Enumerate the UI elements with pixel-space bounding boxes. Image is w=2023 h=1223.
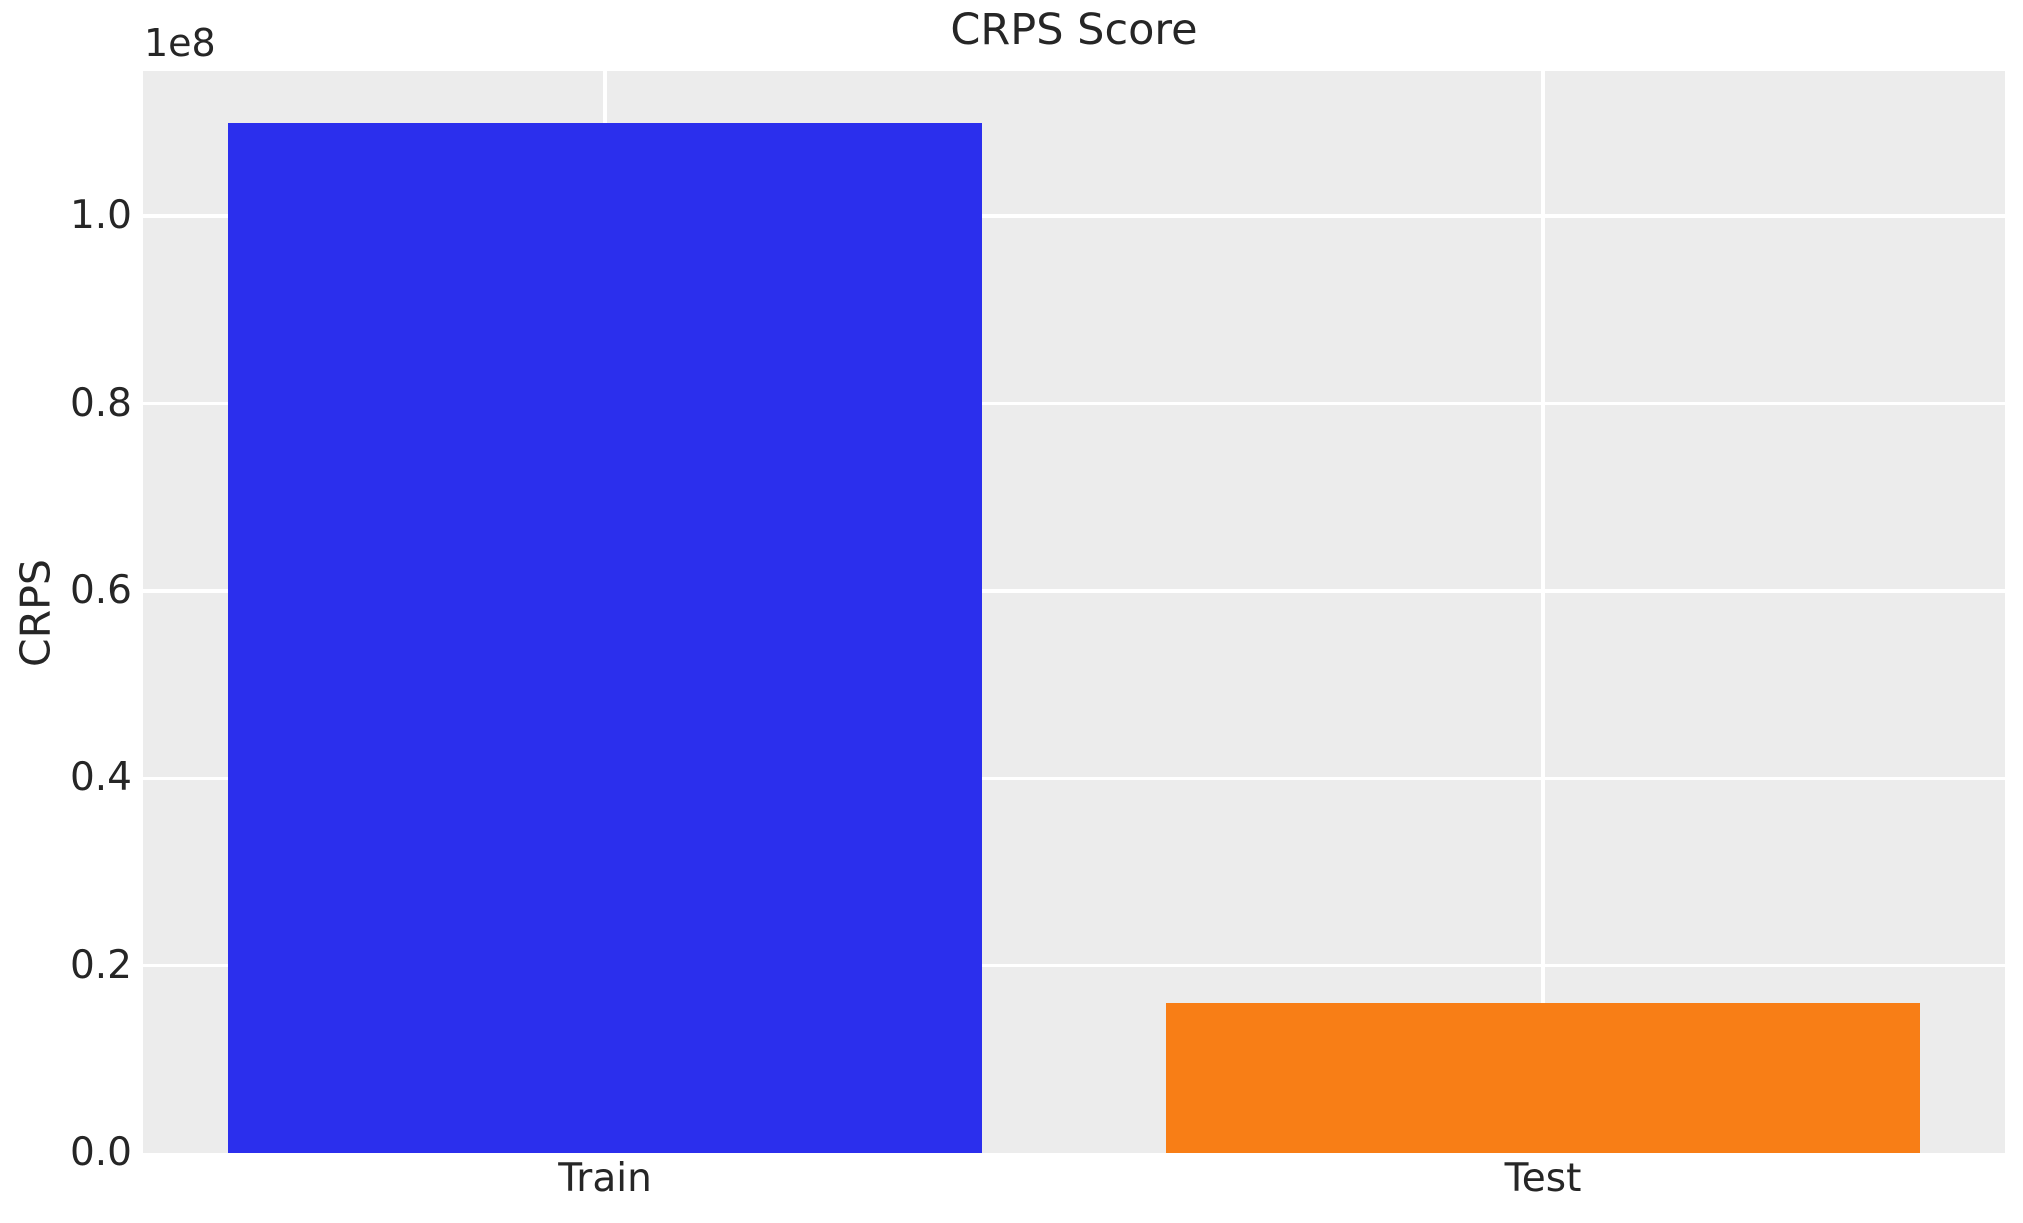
x-gridline [1541,71,1545,1153]
y-gridline [143,401,2005,406]
chart-title: CRPS Score [950,5,1198,55]
y-gridline [143,214,2005,218]
x-tick-label-train: Train [558,1156,652,1201]
y-gridline [143,776,2005,781]
plot-area [143,71,2005,1153]
y-gridline [143,963,2005,968]
y-tick-label: 0.0 [69,1130,132,1175]
y-gridline [143,589,2005,593]
bar-train [228,122,982,1153]
y-axis-offset-text: 1e8 [144,21,216,65]
x-tick-label-test: Test [1504,1156,1582,1201]
y-tick-label: 0.6 [69,567,132,613]
y-tick-label: 0.2 [69,942,132,988]
y-tick-label: 1.0 [69,193,132,239]
y-tick-label: 0.4 [69,755,132,801]
y-tick-label: 0.8 [69,380,132,426]
bar-test [1166,1003,1920,1153]
